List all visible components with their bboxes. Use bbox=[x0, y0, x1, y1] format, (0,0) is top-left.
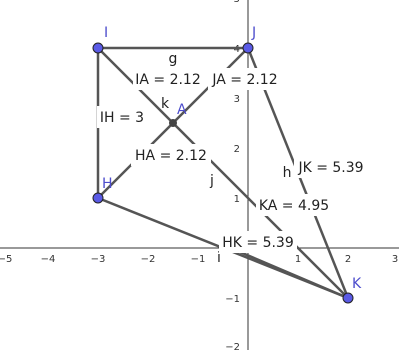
x-tick-label: −1 bbox=[191, 254, 206, 265]
x-tick-label: 3 bbox=[392, 254, 398, 265]
measurement: HA = 2.12 bbox=[135, 148, 207, 164]
segment-label: k bbox=[161, 96, 170, 112]
x-tick-label: 1 bbox=[295, 254, 301, 265]
y-ticks: 5 4 3 2 1 −1 −2 bbox=[225, 0, 240, 350]
segment-label: g bbox=[169, 51, 178, 67]
x-tick-label: −2 bbox=[141, 254, 156, 265]
y-tick-label: 1 bbox=[234, 194, 240, 205]
label-box bbox=[219, 231, 297, 253]
label-box bbox=[97, 106, 147, 128]
measurement: JK = 5.39 bbox=[297, 160, 363, 176]
y-tick-label: 4 bbox=[234, 44, 240, 55]
point[interactable] bbox=[242, 42, 254, 54]
label-box bbox=[133, 68, 203, 90]
x-tick-label: −3 bbox=[91, 254, 106, 265]
y-tick-label: 5 bbox=[234, 0, 240, 5]
points bbox=[92, 42, 354, 304]
point[interactable] bbox=[92, 42, 104, 54]
segment-label: j bbox=[209, 173, 214, 189]
segment-label: h bbox=[283, 165, 292, 181]
label-box bbox=[294, 156, 368, 178]
x-tick-label: 2 bbox=[345, 254, 351, 265]
measurement: KA = 4.95 bbox=[259, 198, 329, 214]
point-label: K bbox=[352, 276, 362, 292]
point-label: A bbox=[177, 102, 187, 118]
label-box bbox=[131, 144, 211, 166]
segment bbox=[239, 250, 349, 300]
y-tick-label: −2 bbox=[225, 342, 240, 350]
point-label: H bbox=[102, 176, 113, 192]
label-box bbox=[208, 68, 282, 90]
x-tick-label: −4 bbox=[41, 254, 56, 265]
point[interactable] bbox=[169, 119, 177, 127]
measurement: HK = 5.39 bbox=[222, 235, 294, 251]
measurements: IA = 2.12 JA = 2.12 IH = 3 HA = 2.12 JK … bbox=[97, 68, 368, 253]
measurement: IH = 3 bbox=[100, 110, 144, 126]
label-box bbox=[256, 194, 332, 216]
point-label: J bbox=[251, 25, 256, 41]
y-tick-label: −1 bbox=[225, 294, 240, 305]
x-ticks: −5 −4 −3 −2 −1 1 2 3 bbox=[0, 254, 398, 265]
segment-label: i bbox=[217, 250, 221, 266]
point-label: I bbox=[104, 25, 108, 41]
y-tick-label: 2 bbox=[234, 144, 240, 155]
point[interactable] bbox=[92, 192, 104, 204]
point[interactable] bbox=[342, 292, 354, 304]
measurement: JA = 2.12 bbox=[211, 72, 277, 88]
measurement: IA = 2.12 bbox=[135, 72, 201, 88]
y-tick-label: 3 bbox=[234, 94, 240, 105]
x-tick-label: −5 bbox=[0, 254, 12, 265]
